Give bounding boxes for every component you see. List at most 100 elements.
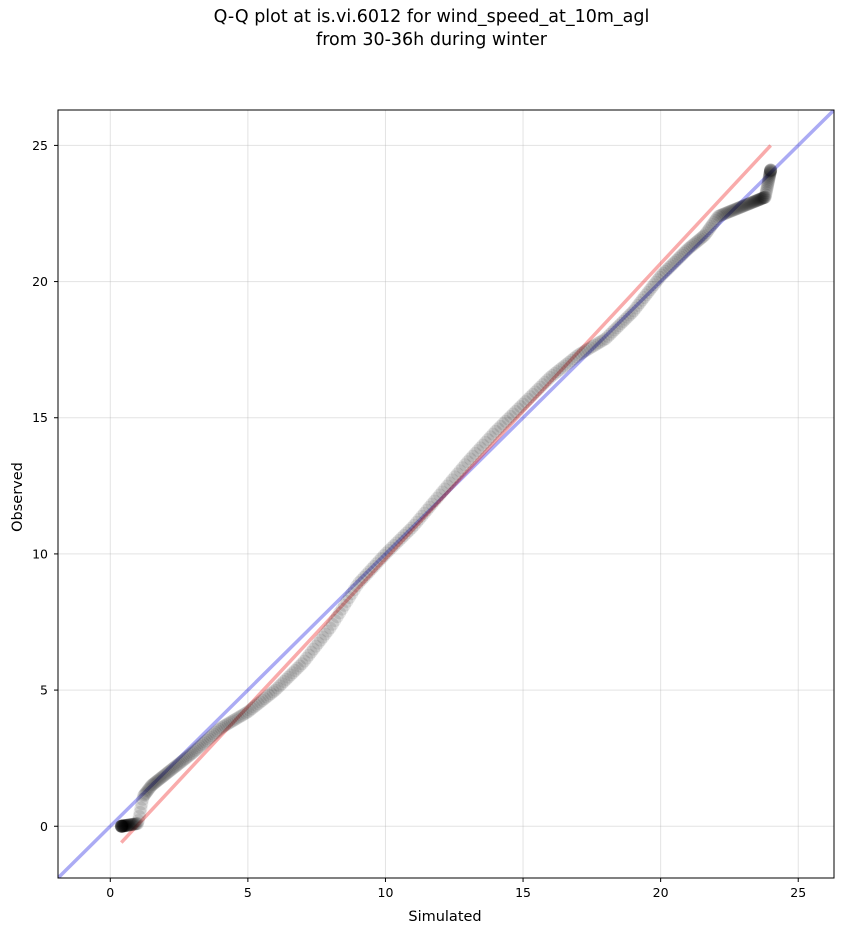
qq-point: [762, 172, 776, 186]
qq-point: [692, 233, 706, 247]
qq-point: [746, 195, 760, 209]
qq-point: [207, 727, 221, 741]
qq-point: [325, 617, 339, 631]
qq-point: [760, 184, 774, 198]
qq-point: [142, 782, 156, 796]
qq-point: [179, 751, 193, 765]
qq-point: [121, 818, 135, 832]
qq-point: [489, 424, 503, 438]
qq-point: [231, 711, 245, 725]
qq-point: [136, 792, 150, 806]
qq-point: [115, 819, 129, 833]
qq-point: [115, 819, 129, 833]
qq-point: [425, 497, 439, 511]
qq-point: [738, 199, 752, 213]
qq-point: [268, 683, 282, 697]
qq-point: [243, 703, 257, 717]
qq-point: [553, 363, 567, 377]
qq-point: [119, 818, 133, 832]
qq-point: [176, 754, 190, 768]
qq-point: [126, 817, 140, 831]
qq-point: [290, 661, 304, 675]
qq-point: [453, 464, 467, 478]
qq-point: [357, 570, 371, 584]
qq-point: [526, 387, 540, 401]
qq-point: [139, 785, 153, 799]
qq-point: [279, 672, 293, 686]
qq-point: [154, 771, 168, 785]
qq-point: [400, 526, 414, 540]
qq-point: [123, 818, 137, 832]
qq-point: [114, 819, 128, 833]
qq-point: [253, 695, 267, 709]
qq-point: [759, 188, 773, 202]
qq-point: [362, 565, 376, 579]
qq-point: [761, 175, 775, 189]
qq-point: [466, 449, 480, 463]
qq-point: [151, 773, 165, 787]
qq-point: [369, 557, 383, 571]
qq-point: [122, 818, 136, 832]
qq-point: [397, 529, 411, 543]
y-tick-label: 0: [40, 819, 48, 834]
x-tick-label: 15: [515, 885, 531, 900]
qq-point: [435, 485, 449, 499]
qq-point: [125, 817, 139, 831]
qq-point: [718, 207, 732, 221]
qq-point: [440, 479, 454, 493]
qq-point: [195, 738, 209, 752]
qq-point: [581, 342, 595, 356]
qq-point: [433, 488, 447, 502]
qq-point: [117, 819, 131, 833]
qq-point: [212, 722, 226, 736]
qq-point: [186, 745, 200, 759]
qq-point: [307, 642, 321, 656]
qq-point: [170, 758, 184, 772]
qq-point: [729, 202, 743, 216]
qq-point: [494, 419, 508, 433]
qq-point: [764, 163, 778, 177]
qq-point: [407, 518, 421, 532]
qq-point: [740, 197, 754, 211]
qq-point: [717, 207, 731, 221]
qq-point: [153, 772, 167, 786]
y-tick-label: 5: [40, 683, 48, 698]
x-tick-label: 10: [378, 885, 394, 900]
qq-point: [133, 805, 147, 819]
qq-point: [599, 332, 613, 346]
qq-point: [156, 769, 170, 783]
qq-point: [130, 817, 144, 831]
qq-point: [255, 693, 269, 707]
qq-point: [629, 301, 643, 315]
qq-point: [585, 340, 599, 354]
qq-point: [576, 345, 590, 359]
qq-point: [415, 509, 429, 523]
qq-point: [239, 706, 253, 720]
x-tick-label: 25: [790, 885, 806, 900]
qq-point: [145, 778, 159, 792]
qq-point: [711, 210, 725, 224]
qq-point: [499, 414, 513, 428]
qq-point: [756, 191, 770, 205]
qq-point: [763, 166, 777, 180]
qq-point: [742, 197, 756, 211]
qq-point: [128, 817, 142, 831]
qq-point: [651, 273, 665, 287]
qq-point: [131, 814, 145, 828]
qq-point: [174, 755, 188, 769]
qq-point: [342, 591, 356, 605]
qq-point: [754, 192, 768, 206]
chart-title: Q-Q plot at is.vi.6012 for wind_speed_at…: [0, 6, 843, 52]
qq-point: [625, 306, 639, 320]
qq-point: [653, 270, 667, 284]
qq-point: [759, 186, 773, 200]
qq-point: [118, 819, 132, 833]
y-tick-label: 10: [32, 546, 48, 561]
qq-point: [264, 687, 278, 701]
qq-point: [658, 264, 672, 278]
qq-point: [747, 195, 761, 209]
qq-point: [166, 762, 180, 776]
qq-point: [131, 817, 145, 831]
qq-point: [506, 407, 520, 421]
qq-point: [273, 679, 287, 693]
